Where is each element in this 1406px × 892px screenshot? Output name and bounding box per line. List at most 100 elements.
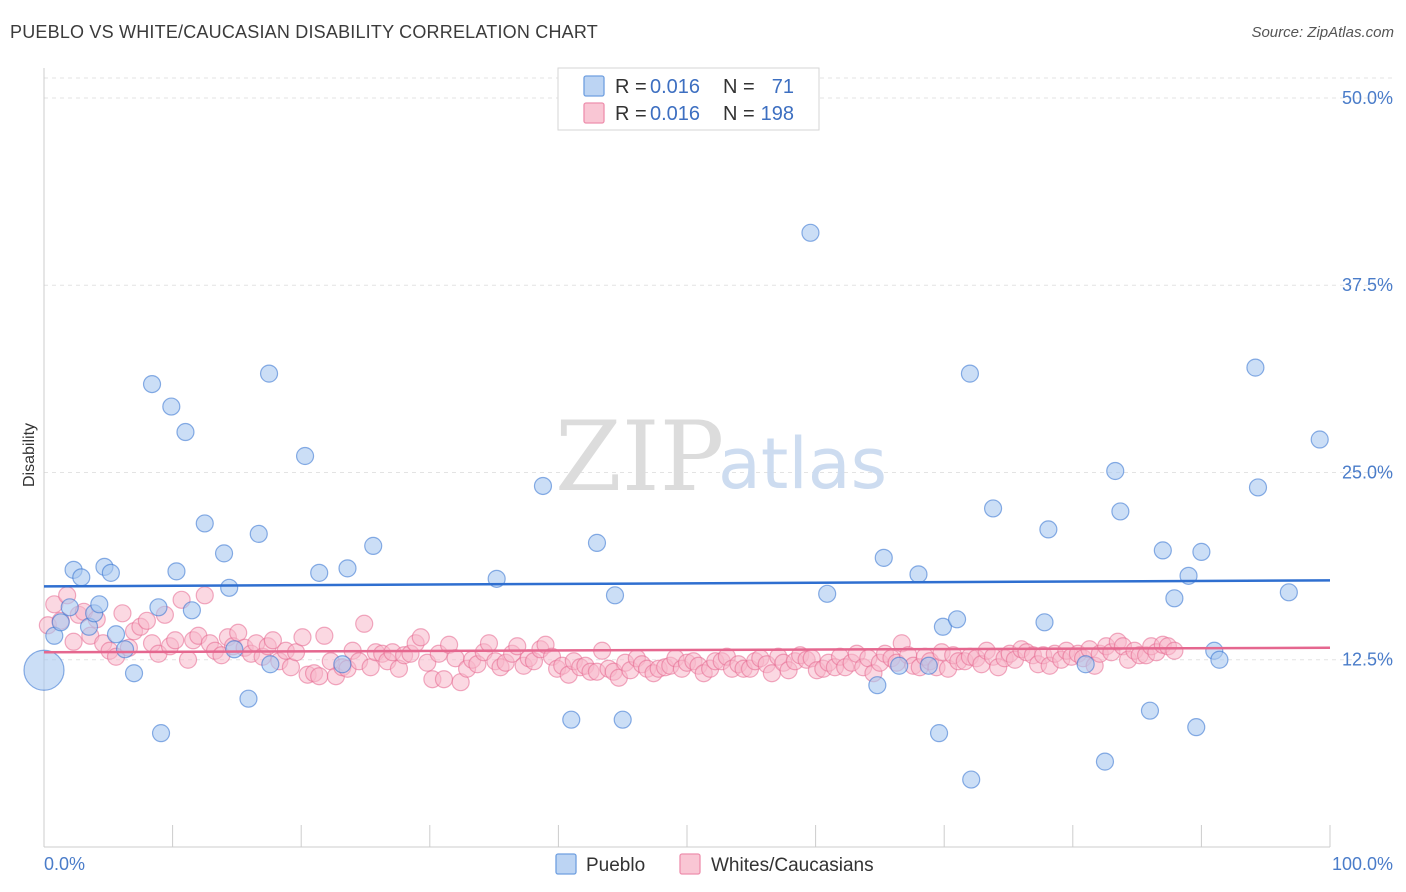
bottom-legend-pueblo: Pueblo	[586, 855, 645, 876]
pueblo-point	[1165, 589, 1184, 608]
whites-caucasians-point	[166, 631, 185, 650]
x-tick-label-start: 0.0%	[44, 854, 85, 874]
pueblo-point	[90, 595, 109, 614]
pueblo-point	[1279, 583, 1298, 602]
pueblo-point	[818, 584, 837, 603]
pueblo-trend-line	[43, 579, 1331, 588]
pueblo-point	[1039, 520, 1058, 539]
pueblo-point	[1106, 461, 1125, 481]
legend-r-label-2: R =	[615, 103, 647, 125]
pueblo-point	[162, 397, 181, 416]
whites-caucasians-point	[434, 670, 454, 689]
pueblo-point	[983, 499, 1003, 518]
pueblo-point	[333, 655, 352, 674]
pueblo-point	[1248, 478, 1268, 497]
pueblo-point	[1187, 718, 1206, 737]
pueblo-point	[151, 724, 171, 743]
legend-n-value-1: 71	[772, 76, 794, 98]
bottom-legend-whites: Whites/Caucasians	[711, 855, 874, 876]
pueblo-point	[239, 689, 258, 708]
legend-r-label-1: R =	[615, 76, 647, 98]
axes	[43, 68, 1331, 848]
trend-lines	[43, 579, 1331, 654]
whites-caucasians-point	[64, 632, 83, 651]
whites-caucasians-point	[355, 614, 374, 633]
pueblo-point	[72, 568, 91, 587]
chart-source: Source: ZipAtlas.com	[1251, 24, 1394, 41]
pueblo-point	[587, 533, 607, 552]
pueblo-point	[106, 625, 126, 644]
pueblo-point	[195, 514, 214, 533]
whites-caucasians-point	[411, 628, 430, 647]
pueblo-point	[310, 563, 329, 582]
pueblo-point	[868, 676, 887, 695]
pueblo-point	[533, 476, 553, 496]
pueblo-point	[1310, 430, 1329, 449]
pueblo-point	[1095, 752, 1115, 771]
y-tick-label: 37.5%	[1342, 275, 1393, 295]
top-legend: R = 0.016 N = 71 R = 0.016 N = 198	[557, 67, 820, 131]
legend-r-value-1: 0.016	[650, 76, 700, 98]
pueblo-point	[874, 548, 893, 567]
pueblo-point	[562, 710, 581, 729]
y-tick-label: 12.5%	[1342, 650, 1393, 670]
legend-n-label-2: N =	[723, 103, 755, 125]
pueblo-points	[23, 223, 1329, 789]
whites-caucasians-point	[293, 628, 312, 647]
pueblo-point	[1111, 502, 1130, 521]
pueblo-point	[919, 656, 938, 675]
pueblo-point	[176, 422, 195, 442]
legend-n-value-2: 198	[761, 103, 794, 125]
y-tick-label: 25.0%	[1342, 462, 1393, 482]
tick-labels: 12.5% 25.0% 37.5% 50.0% 0.0% 100.0%	[44, 88, 1393, 874]
pueblo-point	[101, 563, 120, 582]
pueblo-point	[1153, 541, 1172, 560]
whites-caucasians-point	[263, 631, 283, 650]
whites-caucasians-point	[310, 667, 329, 686]
watermark-zip: ZIP	[555, 401, 724, 513]
pueblo-point	[929, 724, 949, 743]
pueblo-point	[23, 649, 65, 691]
pueblo-point	[947, 610, 967, 629]
bottom-legend-swatch-whites	[679, 853, 701, 875]
pueblo-point	[364, 536, 383, 555]
pueblo-point	[261, 655, 280, 674]
pueblo-point	[1076, 655, 1095, 674]
bottom-legend: Pueblo Whites/Caucasians	[555, 853, 874, 876]
whites-caucasians-trend-line	[43, 646, 1331, 654]
pueblo-point	[890, 656, 909, 675]
chart-title: PUEBLO VS WHITE/CAUCASIAN DISABILITY COR…	[10, 22, 598, 42]
bottom-legend-swatch-pueblo	[555, 853, 577, 875]
legend-swatch-pueblo	[583, 75, 605, 97]
pueblo-point	[1140, 701, 1160, 720]
watermark: ZIP atlas	[555, 401, 887, 513]
pueblo-point	[182, 601, 201, 620]
pueblo-point	[149, 598, 168, 617]
pueblo-point	[295, 446, 315, 466]
y-tick-label: 50.0%	[1342, 88, 1393, 108]
pueblo-point	[338, 559, 357, 578]
pueblo-point	[225, 640, 244, 659]
pueblo-point	[60, 598, 79, 617]
legend-r-value-2: 0.016	[650, 103, 700, 125]
pueblo-point	[909, 565, 928, 584]
pueblo-point	[142, 374, 162, 394]
pueblo-point	[51, 613, 70, 632]
pueblo-point	[960, 364, 980, 383]
whites-caucasians-point	[178, 650, 198, 669]
pueblo-point	[124, 664, 144, 683]
pueblo-point	[1035, 613, 1054, 632]
whites-caucasians-point	[113, 604, 132, 623]
pueblo-point	[605, 586, 625, 605]
pueblo-point	[962, 770, 981, 789]
y-axis-title: Disability	[21, 423, 38, 487]
whites-caucasians-point	[1165, 641, 1184, 660]
legend-n-label-1: N =	[723, 76, 755, 98]
pueblo-point	[259, 364, 279, 383]
legend-swatch-whites	[583, 102, 605, 124]
pueblo-point	[115, 640, 135, 659]
pueblo-point	[1246, 358, 1265, 377]
watermark-atlas: atlas	[718, 423, 887, 505]
pueblo-point	[801, 223, 820, 242]
